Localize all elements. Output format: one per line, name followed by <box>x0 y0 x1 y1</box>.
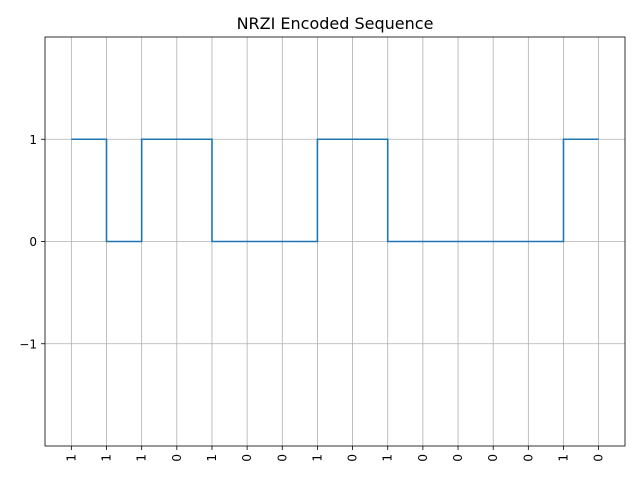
x-tick-label: 0 <box>275 454 289 462</box>
x-tick-label: 1 <box>556 454 570 462</box>
x-tick-label: 0 <box>521 454 535 462</box>
x-tick-label: 1 <box>64 454 78 462</box>
x-tick-label: 0 <box>451 454 465 462</box>
y-tick-label: −1 <box>19 337 37 351</box>
chart-title: NRZI Encoded Sequence <box>237 14 434 33</box>
x-tick-label: 0 <box>346 454 360 462</box>
y-tick-label: 0 <box>29 235 37 249</box>
series-layer <box>71 138 599 243</box>
x-tick-label: 0 <box>240 454 254 462</box>
ticks: 1 1 1 0 1 0 0 1 0 1 0 0 0 0 1 0 −1 0 1 <box>19 133 605 462</box>
x-tick-label: 0 <box>170 454 184 462</box>
y-tick-label: 1 <box>29 133 37 147</box>
x-tick-label: 0 <box>416 454 430 462</box>
x-tick-label: 1 <box>100 454 114 462</box>
x-tick-label: 1 <box>135 454 149 462</box>
x-tick-label: 1 <box>205 454 219 462</box>
x-tick-label: 1 <box>381 454 395 462</box>
x-tick-label: 0 <box>592 454 606 462</box>
x-tick-label: 0 <box>486 454 500 462</box>
signal-step-line <box>71 138 599 243</box>
x-tick-label: 1 <box>310 454 324 462</box>
